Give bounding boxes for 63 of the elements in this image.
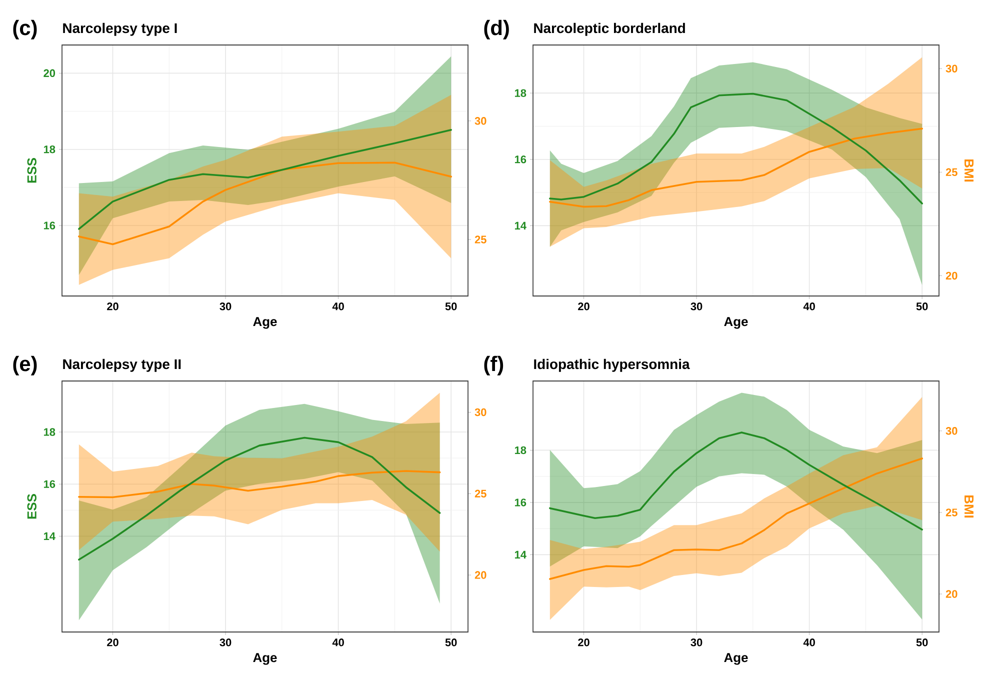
x-axis-title: Age — [253, 317, 277, 329]
x-tick-label: 20 — [578, 302, 590, 310]
x-axis-title: Age — [724, 653, 748, 665]
y-tick-label: 14 — [514, 550, 526, 558]
line-series — [78, 129, 452, 230]
x-tick-label: 30 — [220, 302, 232, 310]
y-tick-label: 16 — [44, 480, 56, 488]
y-tick-label: 20 — [44, 69, 56, 78]
x-tick-label: 40 — [332, 302, 344, 310]
y2-tick-label: 20 — [946, 590, 958, 598]
text: (d) — [484, 20, 509, 40]
y-tick-label: 16 — [44, 222, 56, 230]
x-tick-label: 30 — [690, 302, 702, 310]
y2-tick-label: 30 — [946, 64, 958, 72]
line-series — [549, 128, 923, 208]
chart-title: Narcolepsy type II — [63, 358, 181, 372]
text: (e) — [13, 356, 37, 376]
y-tick-label: 18 — [44, 428, 56, 436]
y2-tick-label: 25 — [474, 236, 486, 244]
x-tick-label: 30 — [220, 638, 232, 646]
x-tick-label: 50 — [916, 302, 928, 310]
chart-title: Narcolepsy type I — [63, 22, 177, 36]
chart-title: Idiopathic hypersomnia — [534, 358, 690, 372]
line-series — [78, 162, 452, 246]
text: (c) — [13, 20, 37, 40]
y-tick-label: 16 — [514, 156, 526, 164]
line-series — [78, 436, 441, 561]
y2-tick-label: 20 — [474, 571, 486, 579]
y2-tick-label: 30 — [946, 427, 958, 435]
y2-tick-label: 25 — [474, 490, 486, 498]
y-tick-label: 14 — [44, 532, 56, 540]
y-tick-label: 18 — [44, 145, 56, 154]
y-axis-title: ESS — [27, 158, 36, 183]
x-tick-label: 20 — [578, 638, 590, 646]
y2-tick-label: 20 — [946, 272, 958, 280]
chart-title: Narcoleptic borderland — [534, 22, 685, 36]
y-tick-label: 16 — [514, 498, 526, 506]
x-tick-label: 40 — [332, 638, 344, 646]
y-tick-label: 18 — [514, 89, 526, 97]
line-series — [549, 92, 923, 204]
x-tick-label: 50 — [445, 638, 457, 646]
x-tick-label: 50 — [445, 302, 457, 310]
x-axis-title: Age — [724, 317, 748, 329]
y2-axis-title: BMI — [964, 495, 974, 518]
y-tick-label: 14 — [514, 222, 526, 230]
line-series — [549, 458, 923, 580]
x-tick-label: 40 — [803, 638, 815, 646]
line-series — [549, 432, 923, 531]
y2-tick-label: 25 — [946, 508, 958, 516]
x-tick-label: 40 — [803, 302, 815, 310]
x-tick-label: 20 — [107, 638, 118, 646]
text: (f) — [484, 356, 504, 376]
x-tick-label: 50 — [916, 638, 928, 646]
x-tick-label: 30 — [690, 638, 702, 646]
x-tick-label: 20 — [107, 302, 118, 310]
line-series — [78, 470, 441, 498]
y2-tick-label: 25 — [946, 168, 958, 176]
y-axis-title: ESS — [27, 494, 36, 519]
y2-tick-label: 30 — [474, 408, 486, 416]
y-tick-label: 18 — [514, 446, 526, 454]
x-axis-title: Age — [253, 653, 277, 665]
y2-tick-label: 30 — [474, 117, 486, 125]
y2-axis-title: BMI — [964, 159, 974, 182]
